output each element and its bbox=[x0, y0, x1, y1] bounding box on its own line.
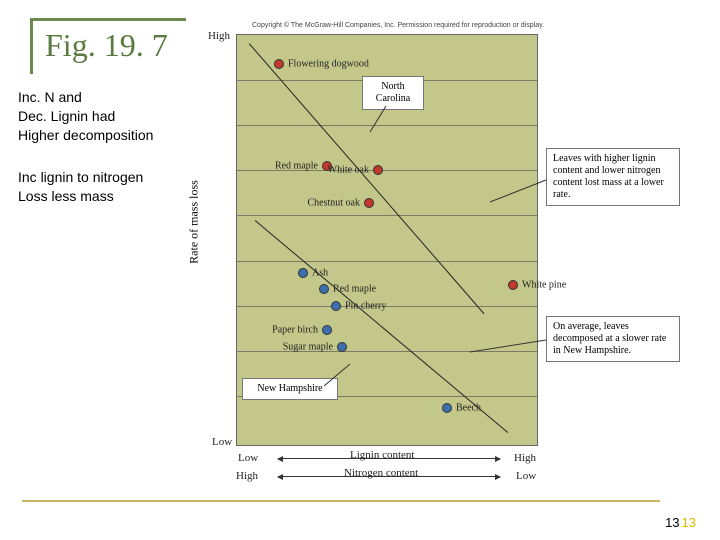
note-line: Higher decomposition bbox=[18, 126, 153, 145]
point-label: Red maple bbox=[333, 284, 376, 295]
copyright-text: Copyright © The McGraw-Hill Companies, I… bbox=[252, 22, 544, 29]
point-label: Beech bbox=[456, 403, 481, 414]
x2-label: Nitrogen content bbox=[344, 467, 418, 479]
data-point bbox=[364, 198, 374, 208]
point-label: Chestnut oak bbox=[308, 198, 361, 209]
data-point bbox=[442, 403, 452, 413]
data-point bbox=[319, 284, 329, 294]
data-point bbox=[508, 280, 518, 290]
note-line: Loss less mass bbox=[18, 187, 143, 206]
note-line: Inc. N and bbox=[18, 88, 153, 107]
point-label: White pine bbox=[522, 280, 566, 291]
point-label: Paper birch bbox=[272, 325, 318, 336]
note-2: Inc lignin to nitrogen Loss less mass bbox=[18, 168, 143, 206]
y-axis-low: Low bbox=[212, 436, 232, 448]
bottom-rule bbox=[22, 500, 660, 502]
callout-slower: On average, leaves decomposed at a slowe… bbox=[546, 316, 680, 362]
gridline bbox=[237, 306, 537, 307]
figure-diagram: Copyright © The McGraw-Hill Companies, I… bbox=[190, 12, 555, 492]
point-label: Sugar maple bbox=[283, 341, 333, 352]
data-point bbox=[331, 301, 341, 311]
note-1: Inc. N and Dec. Lignin had Higher decomp… bbox=[18, 88, 153, 145]
point-label: Flowering dogwood bbox=[288, 58, 369, 69]
callout-lignin: Leaves with higher lignin content and lo… bbox=[546, 148, 680, 206]
x1-right: High bbox=[514, 452, 536, 464]
figure-title: Fig. 19. 7 bbox=[45, 27, 168, 63]
point-label: Ash bbox=[312, 267, 328, 278]
page-yellow: 13 bbox=[682, 515, 696, 530]
x1-label: Lignin content bbox=[350, 449, 414, 461]
note-line: Dec. Lignin had bbox=[18, 107, 153, 126]
callout-nc: North Carolina bbox=[362, 76, 424, 110]
point-label: Pin cherry bbox=[345, 300, 386, 311]
gridline bbox=[237, 261, 537, 262]
x2-right: Low bbox=[516, 470, 536, 482]
data-point bbox=[274, 59, 284, 69]
point-label: Red maple bbox=[275, 161, 318, 172]
page-number: 1313 bbox=[665, 515, 696, 530]
y-axis-title: Rate of mass loss bbox=[187, 180, 202, 264]
gridline bbox=[237, 125, 537, 126]
x2-left: High bbox=[236, 470, 258, 482]
y-axis-high: High bbox=[208, 30, 230, 42]
note-line: Inc lignin to nitrogen bbox=[18, 168, 143, 187]
data-point bbox=[337, 342, 347, 352]
page-black: 13 bbox=[665, 515, 679, 530]
gridline bbox=[237, 215, 537, 216]
data-point bbox=[298, 268, 308, 278]
x1-left: Low bbox=[238, 452, 258, 464]
title-bar: Fig. 19. 7 bbox=[30, 18, 186, 74]
data-point bbox=[322, 325, 332, 335]
point-label: White oak bbox=[328, 165, 369, 176]
data-point bbox=[373, 165, 383, 175]
callout-nh: New Hampshire bbox=[242, 378, 338, 400]
